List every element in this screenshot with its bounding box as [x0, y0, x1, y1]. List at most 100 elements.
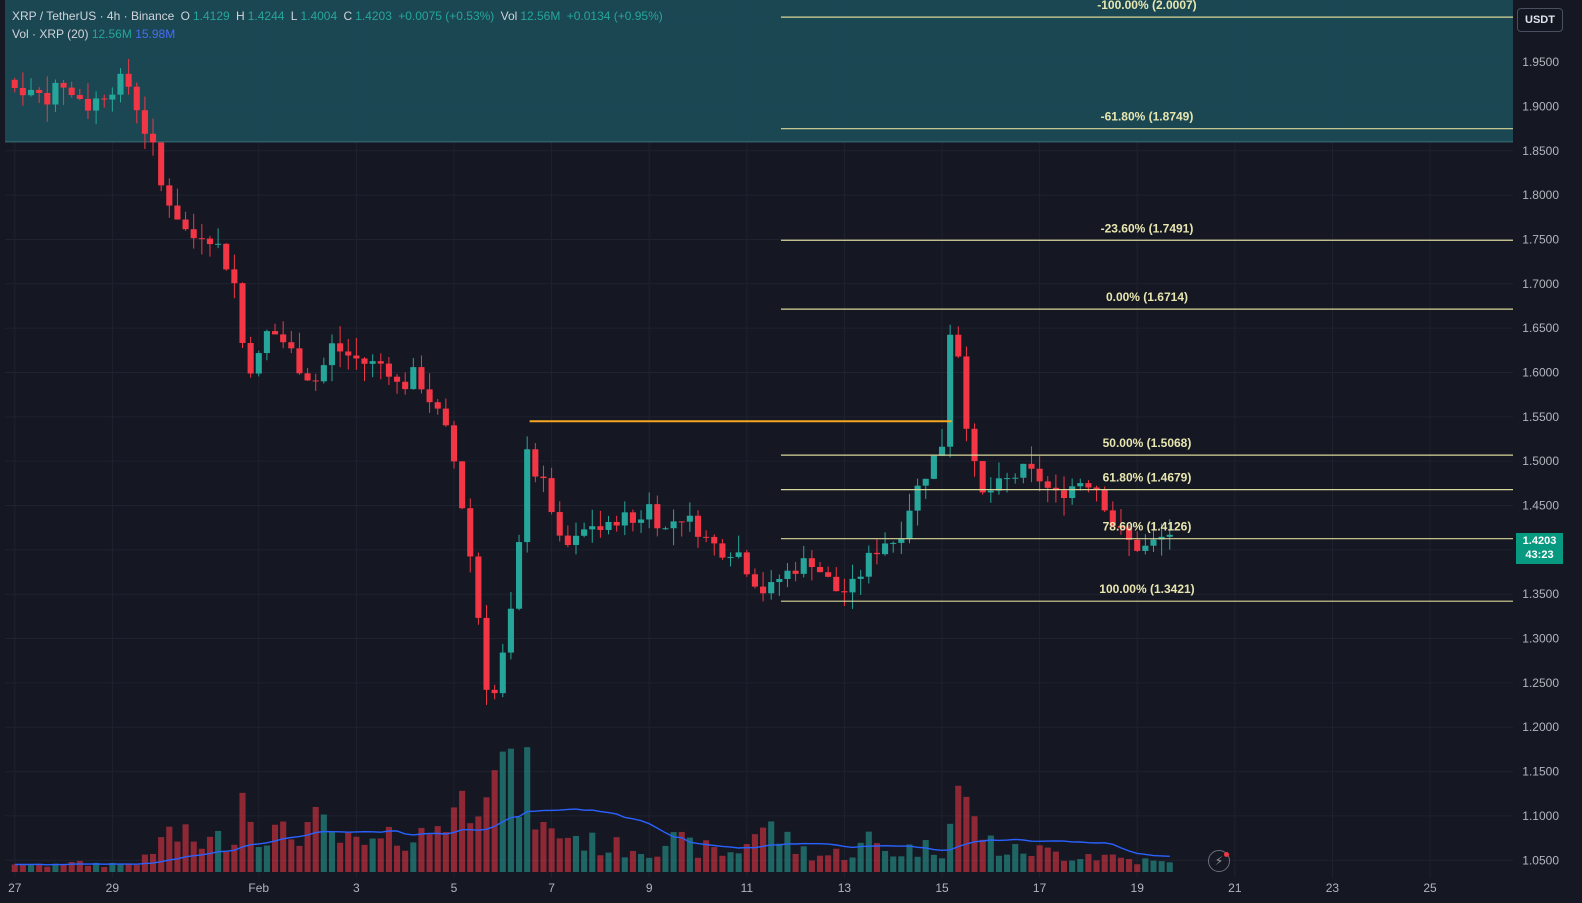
volume-bar [955, 785, 962, 872]
volume-bar [638, 854, 645, 872]
fib-level-label: 50.00% (1.5068) [1103, 436, 1192, 450]
candle-body [1044, 481, 1051, 488]
candle-body [198, 238, 205, 240]
volume-bar [442, 832, 449, 872]
currency-unit-button[interactable]: USDT [1517, 8, 1563, 32]
candle-body [751, 574, 758, 587]
symbol-title[interactable]: XRP / TetherUS · 4h · Binance [12, 9, 175, 23]
fib-level-label: -61.80% (1.8749) [1101, 110, 1194, 124]
volume-ma-value: 15.98M [135, 27, 176, 41]
volume-bar [328, 831, 336, 872]
fib-level-label: 0.00% (1.6714) [1106, 290, 1188, 304]
volume-bar [963, 796, 970, 872]
volume-bar [971, 816, 978, 872]
volume-bar [320, 814, 327, 872]
candle-body [556, 512, 563, 536]
volume-bar [1012, 844, 1019, 872]
volume-bar [800, 846, 807, 872]
price-tick-label: 1.7500 [1522, 232, 1559, 246]
volume-bar [678, 831, 685, 872]
close-value: 1.4203 [355, 9, 392, 23]
price-tick-label: 1.7000 [1522, 277, 1559, 291]
candle-body [149, 133, 157, 143]
candle-body [524, 449, 531, 543]
volume-bar [507, 748, 514, 872]
candle-body [385, 363, 392, 377]
candle-body [768, 582, 775, 594]
volume-bar [288, 839, 295, 872]
volume-bar [703, 840, 710, 872]
candle-body [581, 529, 588, 536]
candle-body [873, 552, 880, 555]
candle-body [345, 351, 352, 356]
volume-legend-value: 12.56M [91, 27, 132, 41]
candle-body [190, 229, 197, 239]
candle-body [849, 578, 856, 593]
volume-bar [898, 856, 905, 872]
volume-bar [1093, 860, 1100, 872]
candle-body [1004, 478, 1011, 480]
lightning-icon[interactable]: ⚡ [1208, 850, 1230, 872]
candle-body [280, 334, 287, 343]
volume-bar [1020, 853, 1027, 872]
candle-body [987, 490, 994, 493]
candle-body [402, 381, 409, 390]
fibonacci-levels[interactable]: -100.00% (2.0007) -61.80% (1.8749) -23.60%… [780, 0, 1513, 602]
candle-body [263, 331, 270, 354]
volume-bar [760, 827, 767, 872]
volume-bar [166, 826, 173, 872]
candle-body [328, 343, 336, 366]
volume-legend[interactable]: Vol · XRP (20) 12.56M 15.98M [12, 27, 175, 41]
volume-bar [11, 864, 18, 872]
volume-bar [1060, 860, 1068, 872]
candle-body [483, 617, 490, 690]
volume-bar [711, 847, 718, 872]
candle-body [955, 334, 962, 357]
candle-body [133, 86, 140, 111]
candle-body [703, 536, 710, 538]
candle-body [166, 185, 173, 206]
volume-bar [987, 835, 994, 872]
volume-bar [572, 835, 580, 872]
candle-body [1020, 463, 1027, 478]
candle-body [1142, 545, 1149, 551]
candle-body [816, 567, 824, 573]
volume-bar [182, 824, 189, 872]
candle-body [629, 512, 636, 523]
candle-body [971, 428, 978, 462]
candle-body [68, 87, 75, 96]
volume-bar [491, 770, 498, 872]
price-tick-label: 1.3000 [1522, 632, 1559, 646]
candle-body [182, 219, 189, 230]
candle-body [109, 94, 116, 100]
volume-bar [581, 850, 588, 872]
volume-bar [369, 838, 376, 872]
volume-bar [125, 864, 132, 872]
candle-body [743, 552, 750, 575]
volume-bar [377, 838, 384, 872]
candle-body [564, 535, 571, 546]
price-axis[interactable]: 2.00001.95001.90001.85001.80001.75001.70… [1513, 0, 1582, 903]
low-value: 1.4004 [300, 9, 338, 23]
bar-countdown: 43:23 [1525, 549, 1554, 561]
time-tick-label: 27 [8, 881, 22, 895]
candle-body [890, 542, 897, 544]
candle-body [613, 521, 620, 526]
candle-body [361, 358, 368, 364]
volume-ma-path [14, 808, 1170, 866]
volume-bar [1052, 851, 1059, 872]
candle-body [727, 556, 734, 558]
price-tick-label: 1.0500 [1522, 853, 1559, 867]
volume-bar [1150, 860, 1157, 872]
candle-body [882, 543, 889, 555]
time-tick-label: 19 [1131, 881, 1145, 895]
candle-body [646, 504, 653, 520]
volume-bar [751, 834, 758, 872]
candle-body [239, 283, 246, 344]
time-axis[interactable]: 27 29 Feb 3 5 7 9 11 13 15 17 19 21 23 25 [0, 878, 1582, 903]
volume-bar [784, 831, 791, 872]
fib-level-label: -23.60% (1.7491) [1101, 221, 1194, 235]
volume-bar [646, 857, 653, 872]
notification-dot [1224, 852, 1229, 857]
